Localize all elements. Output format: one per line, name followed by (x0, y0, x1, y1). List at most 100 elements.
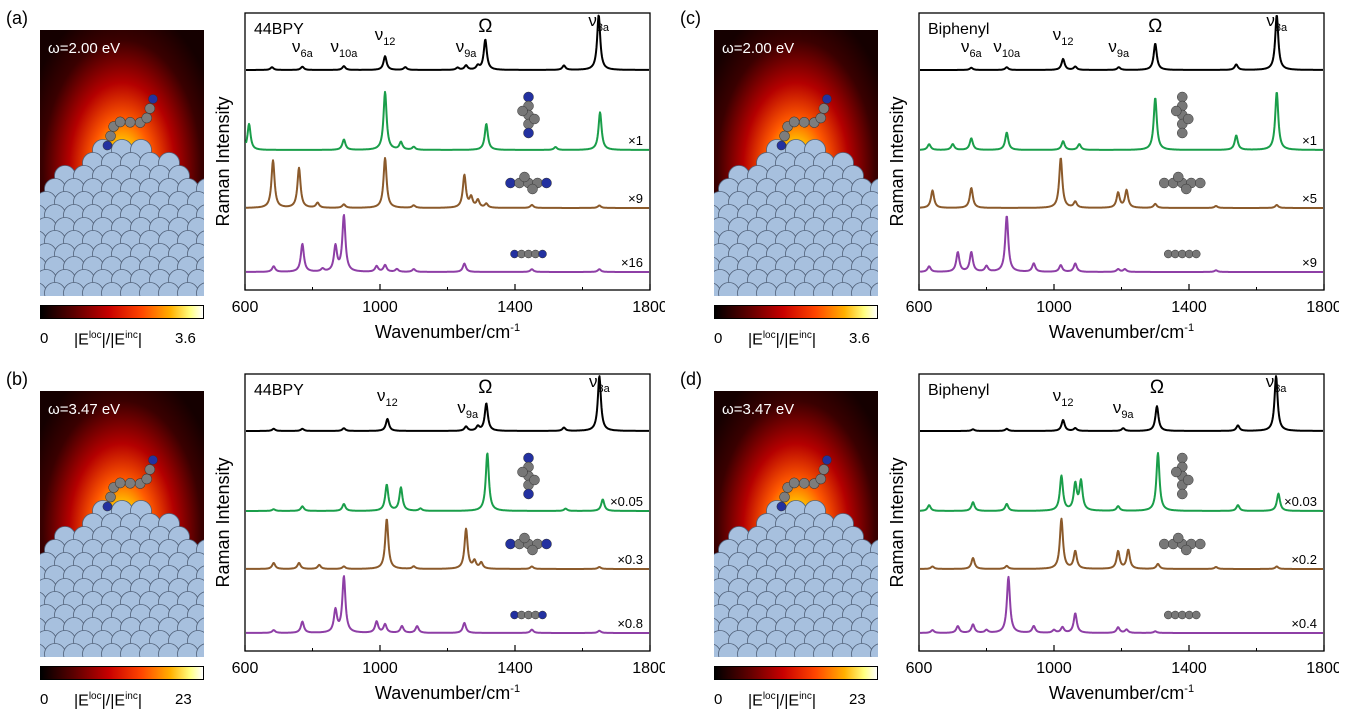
series-scale-label: ×0.3 (617, 552, 643, 567)
mode-label: ν12 (1053, 25, 1074, 48)
colorbar-max: 23 (849, 691, 866, 708)
molecule-name: 44BPY (254, 382, 304, 399)
field-map-image: ω=2.00 eV (714, 30, 878, 296)
series-scale-label: ×0.8 (617, 616, 643, 631)
mode-label: Ω (1150, 377, 1164, 398)
x-tick-label: 1000 (362, 299, 398, 316)
frequency-label: ω=3.47 eV (48, 401, 121, 418)
molecule-name: Biphenyl (928, 382, 989, 399)
x-tick-label: 1000 (1036, 660, 1072, 677)
metal-cluster (40, 139, 204, 296)
y-axis-label: Raman Intensity (213, 96, 233, 226)
mode-label: ν10a (330, 37, 358, 60)
molecule-orientation-glyph (1164, 249, 1201, 259)
x-tick-label: 1400 (497, 660, 533, 677)
metal-cluster (714, 500, 878, 657)
x-tick-label: 1800 (1306, 299, 1339, 316)
colorbar-min: 0 (40, 330, 49, 347)
molecule-orientation-glyph (1171, 91, 1194, 139)
mode-label: ν9a (1108, 37, 1130, 60)
field-map-image: ω=2.00 eV (40, 30, 204, 296)
panel-a: (a) ω=2.00 eV 0 |Eloc|/|Einc| 3.6 600 100… (0, 0, 673, 361)
mode-label: ν9a (1113, 398, 1135, 421)
colorbar (40, 666, 204, 680)
raman-spectrum-chart: 600 1000 1400 1800 Wavenumber/cm-1 Raman Inte… (887, 372, 1339, 703)
spectrum-series-3 (919, 575, 1324, 634)
metal-cluster (40, 500, 204, 657)
x-tick-label: 1400 (1171, 299, 1207, 316)
spectrum-series-2 (919, 157, 1324, 209)
colorbar (714, 305, 878, 319)
molecule-orientation-glyph (510, 249, 547, 259)
y-axis-label: Raman Intensity (887, 96, 907, 226)
x-tick-label: 1000 (362, 660, 398, 677)
frequency-label: ω=2.00 eV (722, 40, 795, 57)
spectrum-series-0 (919, 375, 1324, 432)
mode-label: Ω (478, 377, 492, 398)
panel-letter: (c) (680, 8, 701, 28)
colorbar-min: 0 (714, 330, 723, 347)
colorbar (40, 305, 204, 319)
raman-spectrum-chart: 600 1000 1400 1800 Wavenumber/cm-1 Raman Inte… (213, 372, 665, 703)
x-tick-label: 1800 (1306, 660, 1339, 677)
y-axis-label: Raman Intensity (213, 457, 233, 587)
molecule-orientation-glyph (1164, 610, 1201, 620)
panel-letter: (b) (6, 369, 28, 389)
x-tick-label: 600 (906, 299, 933, 316)
x-tick-label: 600 (232, 660, 259, 677)
series-scale-label: ×0.05 (610, 494, 643, 509)
series-scale-label: ×0.03 (1284, 494, 1317, 509)
mode-label: ν6a (292, 37, 314, 60)
x-axis-label: Wavenumber/cm-1 (1049, 683, 1194, 703)
molecule-model (776, 455, 832, 512)
panel-d: (d) ω=3.47 eV 0 |Eloc|/|Einc| 23 600 1000… (674, 361, 1347, 722)
mode-label: ν9a (456, 37, 478, 60)
series-scale-label: ×16 (621, 255, 643, 270)
mode-label: ν10a (993, 37, 1021, 60)
x-tick-label: 600 (232, 299, 259, 316)
series-scale-label: ×1 (1302, 133, 1317, 148)
x-tick-label: 1400 (1171, 660, 1207, 677)
colorbar (714, 666, 878, 680)
series-scale-label: ×1 (628, 133, 643, 148)
x-tick-label: 1400 (497, 299, 533, 316)
molecule-name: Biphenyl (928, 21, 989, 38)
molecule-orientation-glyph (510, 610, 547, 620)
molecule-orientation-glyph (517, 452, 540, 500)
series-scale-label: ×5 (1302, 191, 1317, 206)
mode-label: Ω (478, 16, 492, 37)
colorbar-max: 3.6 (175, 330, 196, 347)
x-axis-label: Wavenumber/cm-1 (375, 683, 520, 703)
x-tick-label: 1800 (632, 660, 665, 677)
mode-label: ν12 (377, 386, 398, 409)
mode-label: ν12 (1053, 386, 1074, 409)
spectrum-series-1 (919, 92, 1324, 151)
mode-label: ν8a (1266, 11, 1288, 34)
molecule-orientation-glyph (505, 532, 552, 556)
frequency-label: ω=2.00 eV (48, 40, 121, 57)
molecule-orientation-glyph (505, 171, 552, 195)
spectrum-series-0 (245, 375, 650, 432)
frequency-label: ω=3.47 eV (722, 401, 795, 418)
series-scale-label: ×9 (1302, 255, 1317, 270)
spectrum-series-2 (245, 518, 650, 570)
molecule-model (102, 455, 158, 512)
molecule-orientation-glyph (1171, 452, 1194, 500)
mode-label: ν12 (375, 25, 396, 48)
molecule-model (102, 94, 158, 151)
spectrum-series-1 (245, 452, 650, 512)
y-axis-label: Raman Intensity (887, 457, 907, 587)
series-scale-label: ×9 (628, 191, 643, 206)
raman-spectrum-chart: 600 1000 1400 1800 Wavenumber/cm-1 Raman Inte… (887, 11, 1339, 342)
spectrum-series-1 (245, 90, 650, 151)
molecule-model (776, 94, 832, 151)
molecule-orientation-glyph (1159, 171, 1206, 195)
panel-letter: (a) (6, 8, 28, 28)
field-map-image: ω=3.47 eV (40, 391, 204, 657)
spectrum-series-1 (919, 452, 1324, 512)
x-tick-label: 1000 (1036, 299, 1072, 316)
colorbar-min: 0 (714, 691, 723, 708)
mode-label: ν6a (961, 37, 983, 60)
molecule-orientation-glyph (517, 91, 540, 139)
colorbar-max: 3.6 (849, 330, 870, 347)
